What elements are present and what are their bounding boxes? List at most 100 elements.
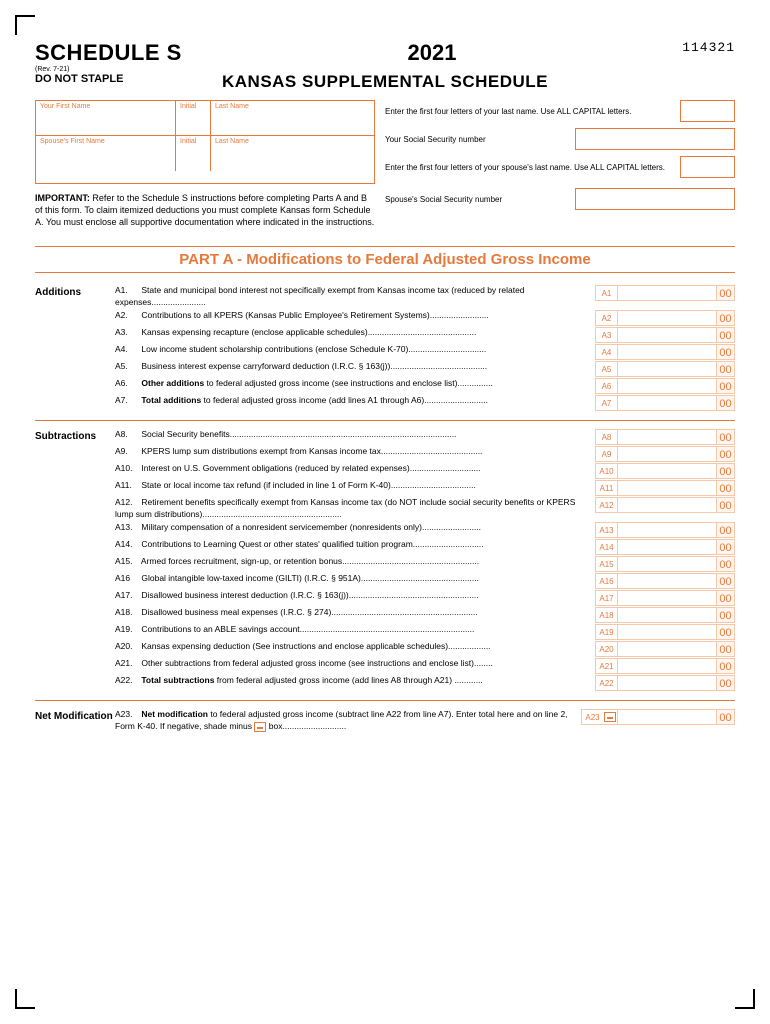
cents: 00 <box>717 327 735 343</box>
last-letters-input[interactable] <box>680 100 735 122</box>
spouse-letters-input[interactable] <box>680 156 735 178</box>
spouse-initial-field[interactable]: Initial <box>176 136 211 171</box>
line-a19: A19. Contributions to an ABLE savings ac… <box>115 624 735 640</box>
amt-id: A16 <box>595 573 617 589</box>
amt-id: A12 <box>595 497 617 513</box>
amt-id: A5 <box>595 361 617 377</box>
amt-id: A1 <box>595 285 617 301</box>
amount-input-a6[interactable] <box>617 378 717 394</box>
ssn-label: Your Social Security number <box>385 135 569 144</box>
line-a15: A15. Armed forces recruitment, sign-up, … <box>115 556 735 572</box>
amount-input-a14[interactable] <box>617 539 717 555</box>
line-text: A9. KPERS lump sum distributions exempt … <box>115 446 591 458</box>
crop-mark <box>15 15 35 35</box>
amount-input-a1[interactable] <box>617 285 717 301</box>
cents: 00 <box>717 361 735 377</box>
cents: 00 <box>717 539 735 555</box>
crop-mark <box>15 989 35 1009</box>
spouse-letters-label: Enter the first four letters of your spo… <box>385 163 674 172</box>
amount-input-a13[interactable] <box>617 522 717 538</box>
line-a14: A14. Contributions to Learning Quest or … <box>115 539 735 555</box>
amount-input-a5[interactable] <box>617 361 717 377</box>
amount-input-a23[interactable] <box>617 709 717 725</box>
cents: 00 <box>717 522 735 538</box>
line-a17: A17. Disallowed business interest deduct… <box>115 590 735 606</box>
schedule-title: SCHEDULE S <box>35 40 182 66</box>
line-a9: A9. KPERS lump sum distributions exempt … <box>115 446 735 462</box>
line-a10: A10. Interest on U.S. Government obligat… <box>115 463 735 479</box>
amount-input-a4[interactable] <box>617 344 717 360</box>
divider <box>35 700 735 701</box>
initial-field[interactable]: Initial <box>176 101 211 135</box>
amt-id: A6 <box>595 378 617 394</box>
line-text: A3. Kansas expensing recapture (enclose … <box>115 327 591 339</box>
line-text: A6. Other additions to federal adjusted … <box>115 378 591 390</box>
part-a-header: PART A - Modifications to Federal Adjust… <box>35 246 735 273</box>
spouse-last-field[interactable]: Last Name <box>211 136 374 171</box>
additions-label: Additions <box>35 285 115 412</box>
amount-input-a3[interactable] <box>617 327 717 343</box>
amount-input-a20[interactable] <box>617 641 717 657</box>
cents: 00 <box>717 624 735 640</box>
amt-id: A9 <box>595 446 617 462</box>
line-text: A20. Kansas expensing deduction (See ins… <box>115 641 591 653</box>
amt-id: A13 <box>595 522 617 538</box>
amount-input-a10[interactable] <box>617 463 717 479</box>
line-a5: A5. Business interest expense carryforwa… <box>115 361 735 377</box>
spouse-first-field[interactable]: Spouse's First Name <box>36 136 176 171</box>
line-a4: A4. Low income student scholarship contr… <box>115 344 735 360</box>
important-text: IMPORTANT: Refer to the Schedule S instr… <box>35 192 375 228</box>
amt-id: A18 <box>595 607 617 623</box>
cents: 00 <box>717 573 735 589</box>
line-text: A7. Total additions to federal adjusted … <box>115 395 591 407</box>
line-a21: A21. Other subtractions from federal adj… <box>115 658 735 674</box>
cents: 00 <box>717 556 735 572</box>
line-text: A8. Social Security benefits............… <box>115 429 591 441</box>
amount-input-a15[interactable] <box>617 556 717 572</box>
form-number: 114321 <box>682 40 735 55</box>
amount-input-a8[interactable] <box>617 429 717 445</box>
cents: 00 <box>717 641 735 657</box>
line-a22: A22. Total subtractions from federal adj… <box>115 675 735 691</box>
spouse-ssn-input[interactable] <box>575 188 735 210</box>
line-text: A12. Retirement benefits specifically ex… <box>115 497 591 521</box>
amt-id: A3 <box>595 327 617 343</box>
amount-input-a2[interactable] <box>617 310 717 326</box>
amt-id: A8 <box>595 429 617 445</box>
line-a13: A13. Military compensation of a nonresid… <box>115 522 735 538</box>
minus-icon <box>254 722 266 732</box>
cents: 00 <box>717 709 735 725</box>
first-name-field[interactable]: Your First Name <box>36 101 176 135</box>
cents: 00 <box>717 675 735 691</box>
line-a2: A2. Contributions to all KPERS (Kansas P… <box>115 310 735 326</box>
amount-input-a19[interactable] <box>617 624 717 640</box>
cents: 00 <box>717 607 735 623</box>
last-name-field[interactable]: Last Name <box>211 101 374 135</box>
line-text: A15. Armed forces recruitment, sign-up, … <box>115 556 591 568</box>
amount-input-a7[interactable] <box>617 395 717 411</box>
revision: (Rev. 7-21) <box>35 66 182 73</box>
amount-input-a12[interactable] <box>617 497 717 513</box>
amount-input-a16[interactable] <box>617 573 717 589</box>
amt-id: A7 <box>595 395 617 411</box>
cents: 00 <box>717 658 735 674</box>
amt-id: A20 <box>595 641 617 657</box>
amt-id: A19 <box>595 624 617 640</box>
subtractions-label: Subtractions <box>35 429 115 692</box>
amount-input-a21[interactable] <box>617 658 717 674</box>
amount-input-a17[interactable] <box>617 590 717 606</box>
amount-input-a11[interactable] <box>617 480 717 496</box>
line-text: A23. Net modification to federal adjuste… <box>115 709 577 733</box>
cents: 00 <box>717 446 735 462</box>
amount-input-a18[interactable] <box>617 607 717 623</box>
line-a8: A8. Social Security benefits............… <box>115 429 735 445</box>
line-text: A10. Interest on U.S. Government obligat… <box>115 463 591 475</box>
amount-input-a22[interactable] <box>617 675 717 691</box>
line-text: A4. Low income student scholarship contr… <box>115 344 591 356</box>
cents: 00 <box>717 463 735 479</box>
ssn-input[interactable] <box>575 128 735 150</box>
tax-year: 2021 <box>182 40 682 66</box>
amt-id: A17 <box>595 590 617 606</box>
amount-input-a9[interactable] <box>617 446 717 462</box>
line-text: A18. Disallowed business meal expenses (… <box>115 607 591 619</box>
